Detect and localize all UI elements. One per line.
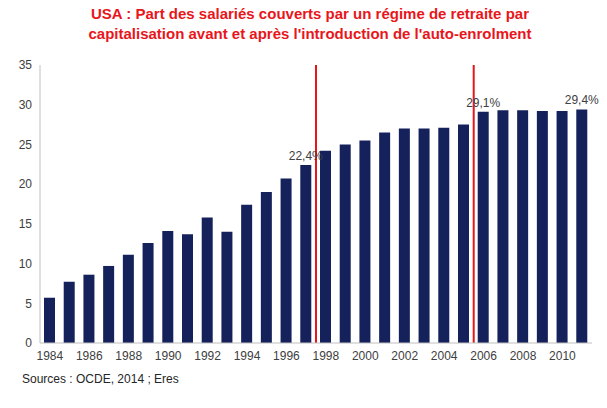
svg-text:1984: 1984 xyxy=(37,349,64,363)
svg-text:2008: 2008 xyxy=(510,349,537,363)
html-text:Sources : OCDE, 2014 ; Eres: Sources : OCDE, 2014 ; Eres xyxy=(22,372,179,386)
svg-text:29,1%: 29,1% xyxy=(466,96,500,110)
svg-text:1992: 1992 xyxy=(194,349,221,363)
svg-text:1986: 1986 xyxy=(76,349,103,363)
svg-text:1996: 1996 xyxy=(273,349,300,363)
svg-text:2004: 2004 xyxy=(431,349,458,363)
svg-text:2006: 2006 xyxy=(470,349,497,363)
svg-text:1990: 1990 xyxy=(155,349,182,363)
svg-text:2002: 2002 xyxy=(391,349,418,363)
svg-text:1998: 1998 xyxy=(313,349,340,363)
svg-text:5: 5 xyxy=(25,297,32,311)
svg-text:10: 10 xyxy=(19,257,33,271)
svg-text:1988: 1988 xyxy=(115,349,142,363)
svg-text:0: 0 xyxy=(25,336,32,350)
html-text:USA : Part des salariés couver: USA : Part des salariés couverts par un … xyxy=(88,5,532,42)
svg-text:2010: 2010 xyxy=(549,349,576,363)
svg-text:20: 20 xyxy=(19,177,33,191)
svg-text:1994: 1994 xyxy=(234,349,261,363)
svg-text:2000: 2000 xyxy=(352,349,379,363)
svg-text:35: 35 xyxy=(19,58,33,72)
svg-text:22,4%: 22,4% xyxy=(289,149,323,163)
svg-text:29,4%: 29,4% xyxy=(565,93,599,107)
svg-text:15: 15 xyxy=(19,217,33,231)
svg-text:30: 30 xyxy=(19,98,33,112)
svg-text:25: 25 xyxy=(19,138,33,152)
